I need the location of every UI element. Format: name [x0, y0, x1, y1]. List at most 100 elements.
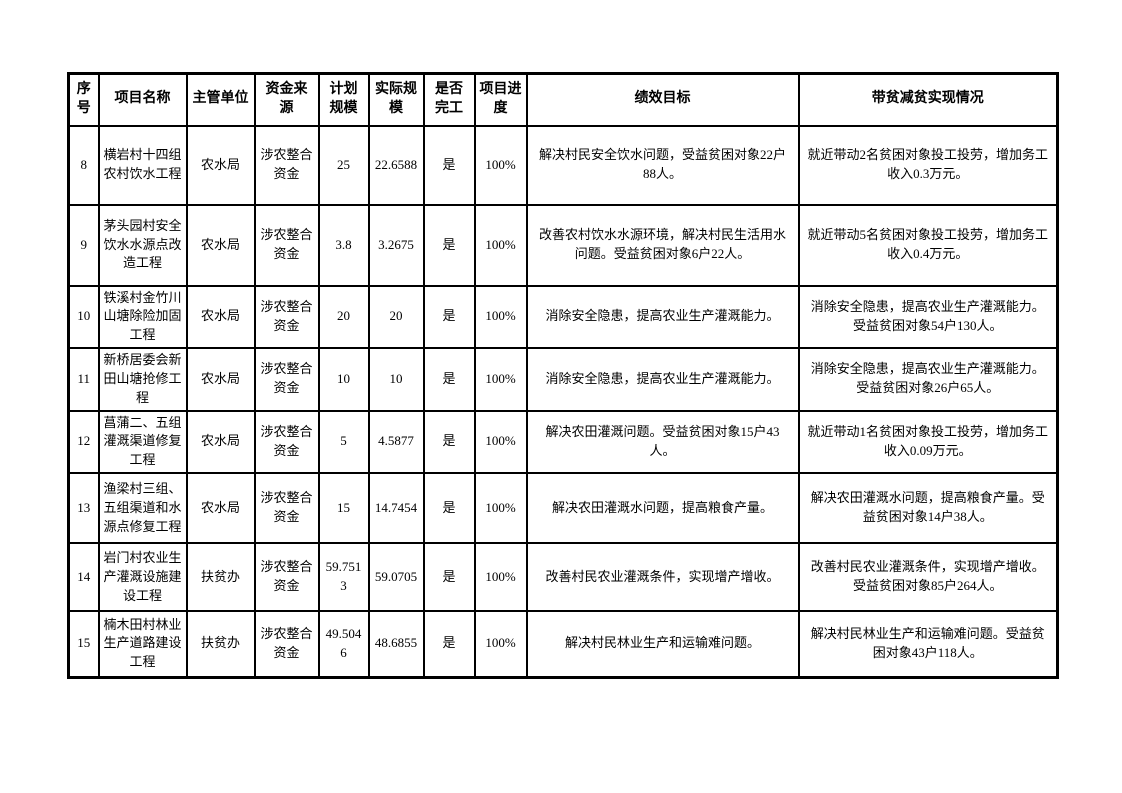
- cell-performance-goal: 消除安全隐患，提高农业生产灌溉能力。: [525, 284, 800, 350]
- cell-project-name: 横岩村十四组农村饮水工程: [97, 124, 188, 206]
- cell-poverty-reduction: 消除安全隐患，提高农业生产灌溉能力。受益贫困对象54户130人。: [797, 284, 1059, 350]
- table-row: 15 楠木田村林业生产道路建设工程 扶贫办 涉农整合资金 49.5046 48.…: [67, 610, 1059, 679]
- cell-planned-scale: 15: [317, 472, 370, 545]
- cell-planned-scale: 10: [317, 347, 370, 412]
- cell-fund-source: 涉农整合资金: [253, 203, 320, 287]
- table-row: 8 横岩村十四组农村饮水工程 农水局 涉农整合资金 25 22.6588 是 1…: [67, 124, 1059, 206]
- cell-project-name: 新桥居委会新田山塘抢修工程: [97, 347, 188, 412]
- cell-completed: 是: [422, 284, 476, 350]
- cell-performance-goal: 消除安全隐患，提高农业生产灌溉能力。: [525, 347, 800, 412]
- cell-fund-source: 涉农整合资金: [253, 284, 320, 350]
- table-row: 13 渔梁村三组、五组渠道和水源点修复工程 农水局 涉农整合资金 15 14.7…: [67, 472, 1059, 545]
- cell-serial-number: 11: [67, 347, 100, 412]
- header-serial-number: 序号: [67, 72, 100, 127]
- header-completed: 是否完工: [422, 72, 476, 127]
- cell-completed: 是: [422, 472, 476, 545]
- cell-serial-number: 12: [67, 409, 100, 475]
- cell-serial-number: 15: [67, 610, 100, 679]
- header-fund-source: 资金来源: [253, 72, 320, 127]
- table-row: 12 菖蒲二、五组灌溉渠道修复工程 农水局 涉农整合资金 5 4.5877 是 …: [67, 409, 1059, 475]
- cell-actual-scale: 59.0705: [367, 542, 425, 613]
- cell-progress: 100%: [473, 203, 528, 287]
- cell-responsible-unit: 扶贫办: [185, 610, 256, 679]
- cell-responsible-unit: 农水局: [185, 347, 256, 412]
- cell-progress: 100%: [473, 124, 528, 206]
- cell-poverty-reduction: 就近带动2名贫困对象投工投劳，增加务工收入0.3万元。: [797, 124, 1059, 206]
- cell-progress: 100%: [473, 409, 528, 475]
- cell-project-name: 楠木田村林业生产道路建设工程: [97, 610, 188, 679]
- cell-fund-source: 涉农整合资金: [253, 347, 320, 412]
- cell-responsible-unit: 农水局: [185, 203, 256, 287]
- cell-planned-scale: 5: [317, 409, 370, 475]
- cell-completed: 是: [422, 610, 476, 679]
- cell-performance-goal: 解决村民安全饮水问题，受益贫困对象22户88人。: [525, 124, 800, 206]
- cell-completed: 是: [422, 542, 476, 613]
- cell-responsible-unit: 农水局: [185, 284, 256, 350]
- cell-progress: 100%: [473, 347, 528, 412]
- cell-project-name: 菖蒲二、五组灌溉渠道修复工程: [97, 409, 188, 475]
- cell-fund-source: 涉农整合资金: [253, 409, 320, 475]
- cell-planned-scale: 59.7513: [317, 542, 370, 613]
- table-row: 10 铁溪村金竹川山塘除险加固工程 农水局 涉农整合资金 20 20 是 100…: [67, 284, 1059, 350]
- cell-actual-scale: 22.6588: [367, 124, 425, 206]
- cell-progress: 100%: [473, 472, 528, 545]
- cell-fund-source: 涉农整合资金: [253, 124, 320, 206]
- cell-responsible-unit: 农水局: [185, 472, 256, 545]
- cell-performance-goal: 解决农田灌溉水问题，提高粮食产量。: [525, 472, 800, 545]
- header-performance-goal: 绩效目标: [525, 72, 800, 127]
- cell-poverty-reduction: 消除安全隐患，提高农业生产灌溉能力。受益贫困对象26户65人。: [797, 347, 1059, 412]
- cell-planned-scale: 49.5046: [317, 610, 370, 679]
- cell-project-name: 渔梁村三组、五组渠道和水源点修复工程: [97, 472, 188, 545]
- table-header-row: 序号 项目名称 主管单位 资金来源 计划规模 实际规模 是否完工 项目进度 绩效…: [67, 72, 1059, 127]
- header-poverty-reduction: 带贫减贫实现情况: [797, 72, 1059, 127]
- cell-responsible-unit: 农水局: [185, 409, 256, 475]
- cell-poverty-reduction: 解决农田灌溉水问题，提高粮食产量。受益贫困对象14户38人。: [797, 472, 1059, 545]
- cell-actual-scale: 48.6855: [367, 610, 425, 679]
- cell-performance-goal: 改善村民农业灌溉条件，实现增产增收。: [525, 542, 800, 613]
- cell-poverty-reduction: 改善村民农业灌溉条件，实现增产增收。受益贫困对象85户264人。: [797, 542, 1059, 613]
- cell-completed: 是: [422, 203, 476, 287]
- table-row: 11 新桥居委会新田山塘抢修工程 农水局 涉农整合资金 10 10 是 100%…: [67, 347, 1059, 412]
- cell-planned-scale: 3.8: [317, 203, 370, 287]
- header-project-name: 项目名称: [97, 72, 188, 127]
- cell-completed: 是: [422, 409, 476, 475]
- cell-fund-source: 涉农整合资金: [253, 472, 320, 545]
- cell-planned-scale: 20: [317, 284, 370, 350]
- header-responsible-unit: 主管单位: [185, 72, 256, 127]
- cell-progress: 100%: [473, 284, 528, 350]
- cell-actual-scale: 4.5877: [367, 409, 425, 475]
- cell-responsible-unit: 扶贫办: [185, 542, 256, 613]
- cell-actual-scale: 10: [367, 347, 425, 412]
- header-actual-scale: 实际规模: [367, 72, 425, 127]
- cell-fund-source: 涉农整合资金: [253, 542, 320, 613]
- cell-actual-scale: 3.2675: [367, 203, 425, 287]
- cell-performance-goal: 改善农村饮水水源环境，解决村民生活用水问题。受益贫困对象6户22人。: [525, 203, 800, 287]
- cell-fund-source: 涉农整合资金: [253, 610, 320, 679]
- cell-serial-number: 8: [67, 124, 100, 206]
- cell-serial-number: 13: [67, 472, 100, 545]
- cell-progress: 100%: [473, 542, 528, 613]
- cell-poverty-reduction: 就近带动5名贫困对象投工投劳，增加务工收入0.4万元。: [797, 203, 1059, 287]
- cell-performance-goal: 解决村民林业生产和运输难问题。: [525, 610, 800, 679]
- cell-project-name: 铁溪村金竹川山塘除险加固工程: [97, 284, 188, 350]
- cell-actual-scale: 20: [367, 284, 425, 350]
- cell-performance-goal: 解决农田灌溉问题。受益贫困对象15户43人。: [525, 409, 800, 475]
- cell-project-name: 茅头园村安全饮水水源点改造工程: [97, 203, 188, 287]
- cell-completed: 是: [422, 124, 476, 206]
- table-row: 9 茅头园村安全饮水水源点改造工程 农水局 涉农整合资金 3.8 3.2675 …: [67, 203, 1059, 287]
- projects-table: 序号 项目名称 主管单位 资金来源 计划规模 实际规模 是否完工 项目进度 绩效…: [67, 72, 1059, 679]
- cell-serial-number: 9: [67, 203, 100, 287]
- cell-completed: 是: [422, 347, 476, 412]
- table-row: 14 岩门村农业生产灌溉设施建设工程 扶贫办 涉农整合资金 59.7513 59…: [67, 542, 1059, 613]
- header-planned-scale: 计划规模: [317, 72, 370, 127]
- cell-serial-number: 10: [67, 284, 100, 350]
- cell-planned-scale: 25: [317, 124, 370, 206]
- cell-progress: 100%: [473, 610, 528, 679]
- cell-actual-scale: 14.7454: [367, 472, 425, 545]
- cell-responsible-unit: 农水局: [185, 124, 256, 206]
- cell-project-name: 岩门村农业生产灌溉设施建设工程: [97, 542, 188, 613]
- cell-poverty-reduction: 就近带动1名贫困对象投工投劳，增加务工收入0.09万元。: [797, 409, 1059, 475]
- header-progress: 项目进度: [473, 72, 528, 127]
- cell-serial-number: 14: [67, 542, 100, 613]
